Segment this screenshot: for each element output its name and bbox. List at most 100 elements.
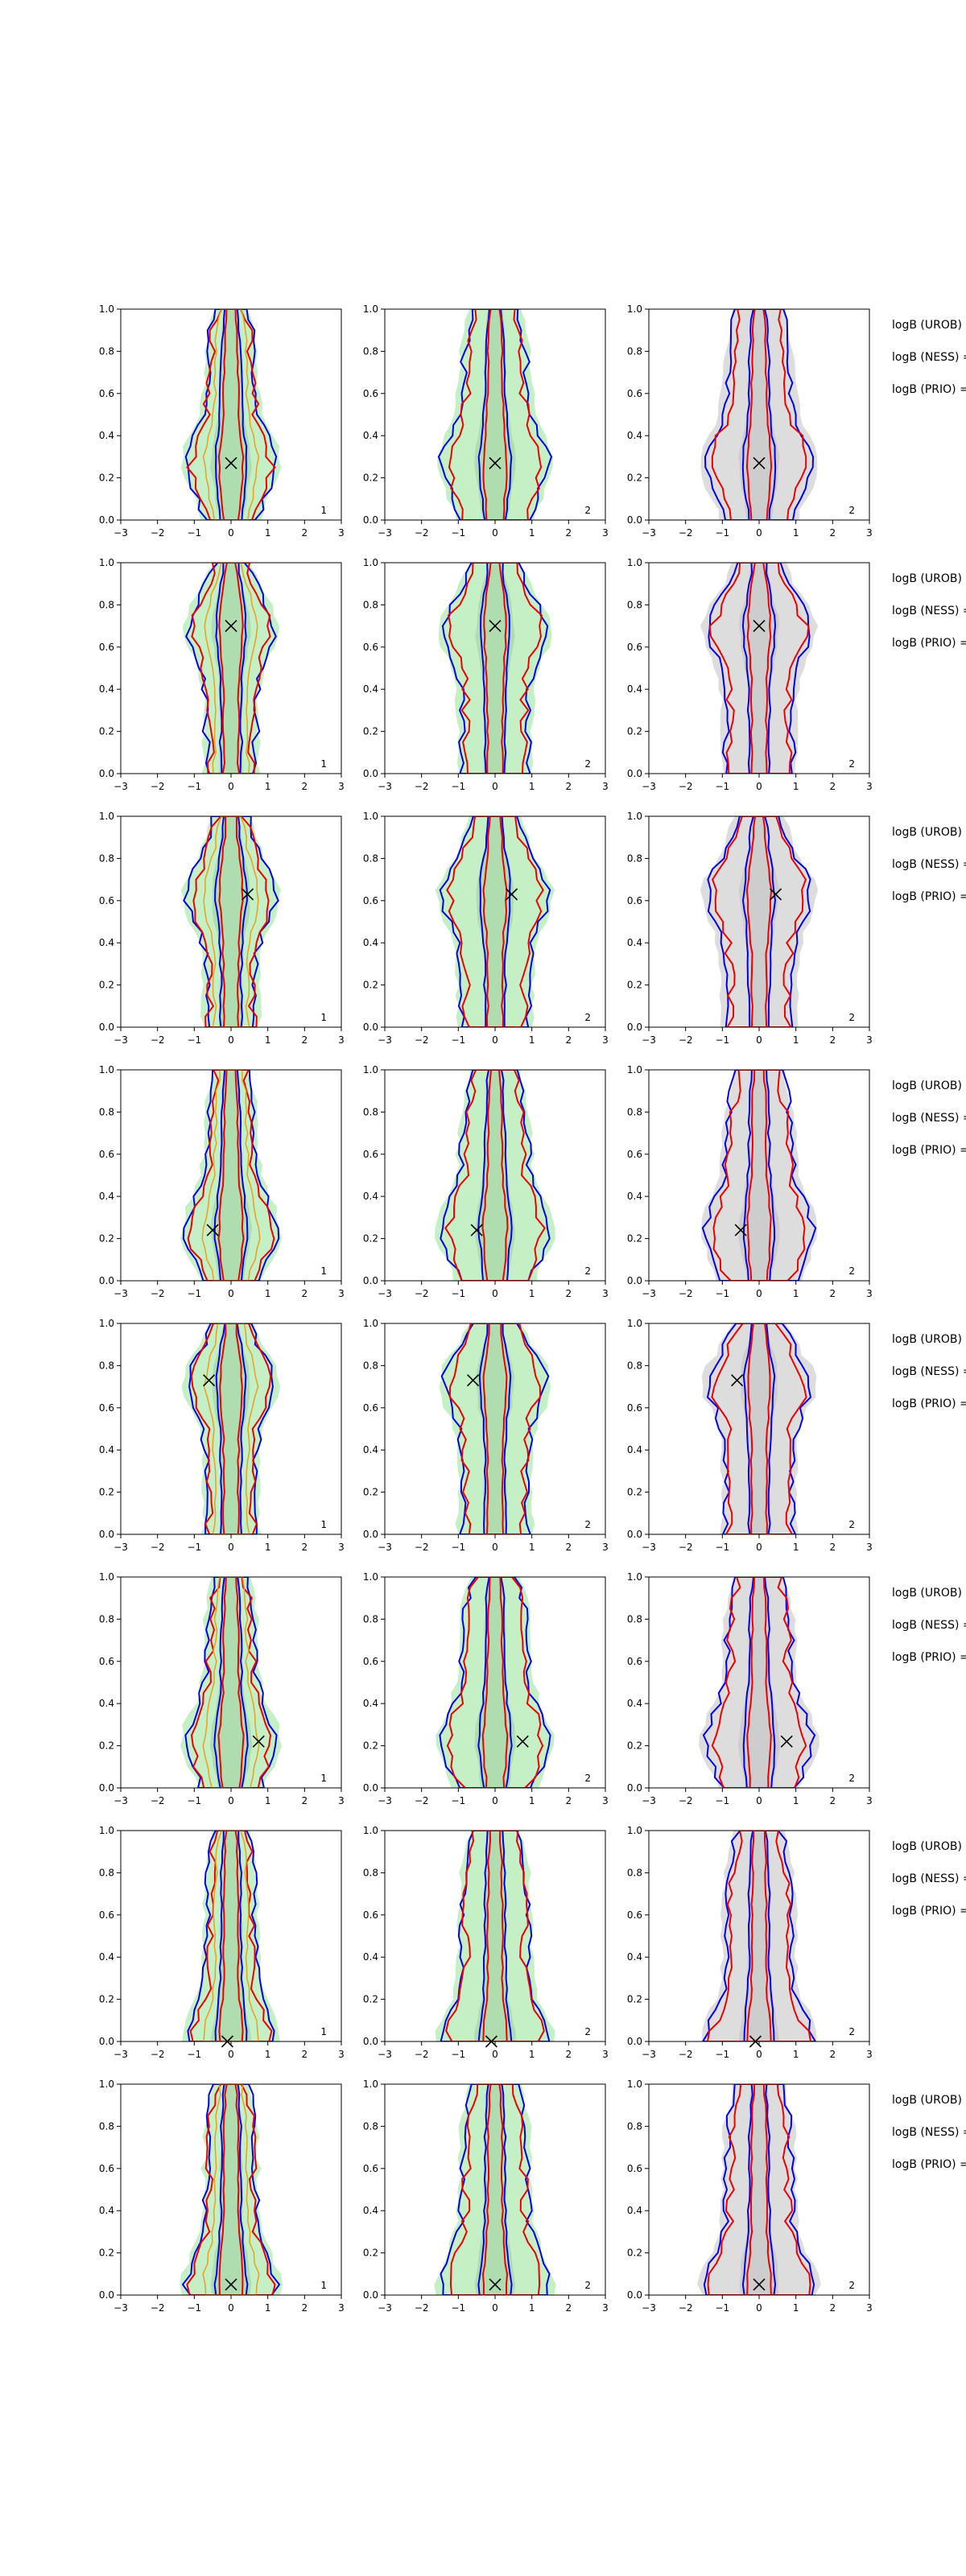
x-tick-label: −3: [378, 2302, 392, 2314]
true-value-marker: [516, 1735, 529, 1748]
y-tick-label: 0.8: [363, 1106, 378, 1117]
x-tick-label: 1: [529, 2302, 535, 2314]
y-tick-label: 0.0: [627, 1275, 642, 1286]
x-tick-label: −1: [451, 1034, 465, 1046]
x-tick-label: −3: [378, 527, 392, 539]
x-tick-label: −3: [642, 1034, 656, 1046]
red-contour-inner: [217, 1070, 245, 1281]
y-tick-label: 1.0: [363, 1318, 378, 1329]
panel-tag: 2: [848, 1519, 855, 1530]
logb-label: logB (UROB) =: [892, 1333, 966, 1346]
y-tick-label: 0.2: [627, 726, 642, 737]
y-tick-label: 0.4: [627, 1698, 642, 1709]
x-tick-label: 2: [566, 2302, 572, 2314]
y-tick-label: 0.6: [99, 388, 114, 399]
x-tick-label: −1: [451, 2049, 465, 2060]
logb-label: logB (NESS) =: [892, 1365, 966, 1378]
x-tick-label: 1: [793, 1542, 799, 1553]
panel-tag: 1: [320, 1773, 327, 1784]
logb-label: logB (UROB) =: [892, 2094, 966, 2107]
red-contour-inner: [483, 563, 507, 774]
panel-tag: 2: [584, 758, 591, 770]
logb-label: logB (PRIO) =: [892, 637, 966, 650]
panel-r2-c1: −3 −2 −1 0 1 2 3 0.0 0.2 0.4 0.6 0.8 1.0 1: [99, 557, 345, 792]
red-contour-inner: [746, 1831, 772, 2041]
x-tick-label: 1: [529, 527, 535, 539]
logb-label: logB (NESS) =: [892, 605, 966, 617]
x-tick-label: 1: [793, 2049, 799, 2060]
y-tick-label: 0.4: [363, 1698, 378, 1709]
blue-contour-inner: [742, 1323, 776, 1534]
x-tick-label: −3: [378, 1795, 392, 1806]
logb-label: logB (NESS) =: [892, 1619, 966, 1632]
x-tick-label: −2: [415, 1542, 429, 1553]
x-tick-label: −3: [114, 2302, 128, 2314]
x-tick-label: −3: [114, 1542, 128, 1553]
x-tick-label: −2: [151, 2302, 165, 2314]
y-tick-label: 0.0: [627, 514, 642, 526]
y-tick-label: 0.8: [627, 1867, 642, 1878]
y-tick-label: 0.2: [627, 1994, 642, 2005]
y-tick-label: 1.0: [99, 2079, 114, 2090]
x-tick-label: 0: [756, 527, 762, 539]
y-tick-label: 0.8: [99, 599, 114, 610]
x-tick-label: 0: [492, 527, 498, 539]
x-tick-label: 1: [529, 1542, 535, 1553]
red-contour-inner: [481, 1070, 509, 1281]
y-tick-label: 1.0: [627, 1318, 642, 1329]
logb-label: logB (PRIO) =: [892, 1905, 966, 1918]
y-tick-label: 0.0: [363, 1782, 378, 1794]
x-tick-label: −1: [715, 1034, 729, 1046]
y-tick-label: 0.4: [627, 2205, 642, 2216]
y-tick-label: 1.0: [363, 1571, 378, 1583]
y-tick-label: 0.6: [627, 1909, 642, 1921]
blue-contour-outer: [701, 1070, 817, 1281]
red-contour-outer: [712, 1070, 806, 1281]
y-tick-label: 0.8: [99, 1867, 114, 1878]
y-tick-label: 0.2: [363, 1994, 378, 2005]
x-tick-label: −2: [151, 1288, 165, 1299]
x-tick-label: −1: [187, 1795, 201, 1806]
red-contour-inner: [745, 816, 773, 1027]
x-tick-label: 1: [265, 1034, 271, 1046]
x-tick-label: 3: [338, 527, 345, 539]
x-tick-label: −2: [415, 781, 429, 792]
y-tick-label: 0.4: [99, 430, 114, 441]
y-tick-label: 0.2: [363, 473, 378, 484]
red-contour-outer: [711, 1323, 807, 1534]
logb-label: logB (PRIO) =: [892, 2158, 966, 2171]
x-tick-label: −2: [151, 2049, 165, 2060]
y-tick-label: 0.0: [627, 1529, 642, 1540]
y-tick-label: 1.0: [627, 1064, 642, 1075]
x-tick-label: 2: [302, 527, 308, 539]
y-tick-label: 0.6: [99, 1149, 114, 1160]
blue-contour-inner: [477, 1070, 513, 1281]
blue-contour-inner: [479, 816, 511, 1027]
blue-contour-outer: [703, 2084, 815, 2295]
x-tick-label: 2: [830, 781, 836, 792]
red-contour-inner: [218, 816, 244, 1027]
x-tick-label: 1: [265, 527, 271, 539]
red-contour-inner: [481, 1577, 509, 1788]
orange-contour: [203, 816, 259, 1027]
y-tick-label: 0.8: [99, 345, 114, 357]
blue-contour-inner: [478, 1323, 512, 1534]
orange-contour: [204, 563, 258, 774]
x-tick-label: −2: [151, 1542, 165, 1553]
panel-tag: 2: [848, 1773, 855, 1784]
x-tick-label: 0: [756, 1288, 762, 1299]
x-tick-label: −2: [679, 2302, 693, 2314]
red-contour-outer: [707, 2084, 811, 2295]
x-tick-label: 1: [265, 1542, 271, 1553]
red-contour-inner: [218, 1831, 244, 2041]
logb-label: logB (NESS) =: [892, 1872, 966, 1885]
logb-label: logB (NESS) =: [892, 1112, 966, 1125]
y-tick-label: 1.0: [627, 303, 642, 315]
y-tick-label: 0.8: [627, 599, 642, 610]
logb-label: logB (UROB) =: [892, 826, 966, 839]
panel-r7-c3: −3 −2 −1 0 1 2 3 0.0 0.2 0.4 0.6 0.8 1.0 2: [627, 1825, 873, 2060]
true-value-marker: [489, 2278, 502, 2291]
x-tick-label: 3: [866, 1034, 873, 1046]
panel-r4-c3: −3 −2 −1 0 1 2 30.00.20.40.60.81.02: [627, 1064, 873, 1299]
x-tick-label: 3: [866, 2049, 873, 2060]
